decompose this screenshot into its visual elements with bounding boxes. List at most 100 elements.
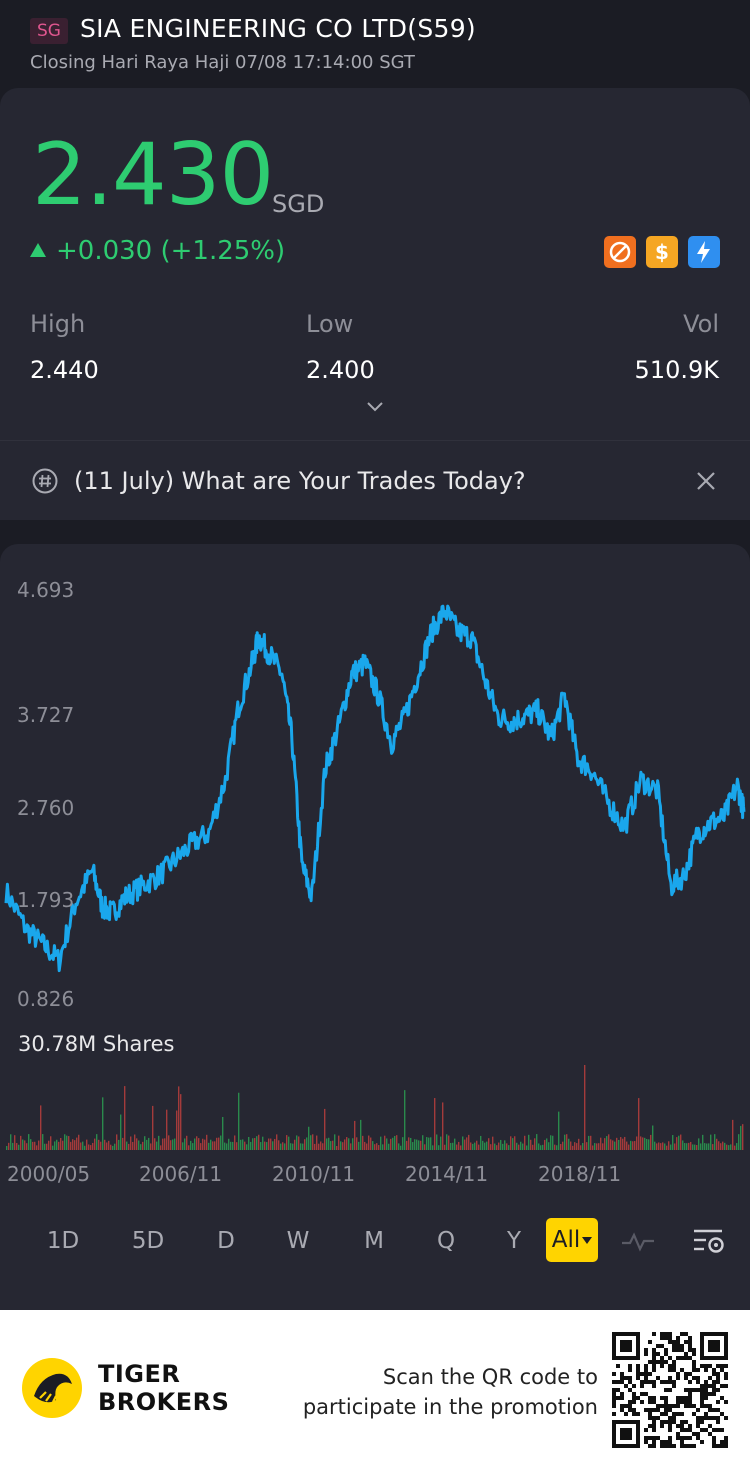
qr-module — [724, 1376, 728, 1380]
qr-module — [708, 1424, 712, 1428]
volume-bar — [354, 1120, 356, 1150]
period-quarter[interactable]: Q — [436, 1228, 456, 1254]
news-bar[interactable]: (11 July) What are Your Trades Today? — [0, 440, 750, 520]
qr-module — [660, 1336, 664, 1340]
volume-bar — [610, 1139, 612, 1150]
low-value: 2.400 — [306, 356, 375, 384]
qr-module — [684, 1340, 688, 1344]
qr-module — [656, 1376, 660, 1380]
qr-module — [700, 1440, 704, 1444]
qr-module — [668, 1388, 672, 1392]
volume-bar — [634, 1141, 636, 1150]
qr-module — [668, 1368, 672, 1372]
volume-bar — [616, 1137, 618, 1150]
flash-icon[interactable] — [688, 236, 720, 268]
volume-bar — [714, 1134, 716, 1150]
qr-module — [676, 1336, 680, 1340]
qr-module — [620, 1376, 624, 1380]
dollar-icon[interactable]: $ — [646, 236, 678, 268]
qr-module — [696, 1368, 700, 1372]
up-arrow-icon — [30, 243, 46, 257]
period-1d[interactable]: 1D — [46, 1228, 80, 1254]
volume-bar — [300, 1143, 302, 1150]
qr-module — [632, 1356, 636, 1360]
volume-bar — [514, 1136, 516, 1150]
qr-module — [684, 1400, 688, 1404]
volume-bar — [226, 1143, 228, 1150]
volume-bar — [698, 1138, 700, 1150]
volume-bar — [428, 1137, 430, 1150]
qr-module — [704, 1392, 708, 1396]
volume-bar — [416, 1139, 418, 1150]
qr-module — [708, 1416, 712, 1420]
qr-module — [704, 1384, 708, 1388]
chart-settings-icon[interactable] — [692, 1226, 728, 1256]
qr-module — [672, 1344, 676, 1348]
qr-module — [712, 1380, 716, 1384]
volume-bar — [600, 1137, 602, 1150]
qr-module — [620, 1380, 624, 1384]
no-short-icon[interactable] — [604, 236, 636, 268]
qr-module — [628, 1420, 632, 1424]
volume-bars[interactable] — [0, 1060, 750, 1152]
volume-bar — [396, 1135, 398, 1150]
qr-module — [648, 1436, 652, 1440]
x-tick-label: 2018/11 — [538, 1162, 622, 1186]
qr-module — [620, 1428, 624, 1432]
qr-module — [720, 1368, 724, 1372]
volume-bar — [44, 1143, 46, 1150]
volume-bar — [716, 1138, 718, 1150]
news-text[interactable]: (11 July) What are Your Trades Today? — [74, 467, 526, 495]
volume-bar — [606, 1136, 608, 1150]
volume-bar — [394, 1135, 396, 1150]
volume-bar — [288, 1136, 290, 1150]
period-week[interactable]: W — [286, 1228, 310, 1254]
qr-module — [612, 1424, 616, 1428]
qr-module — [660, 1404, 664, 1408]
volume-bar — [342, 1142, 344, 1150]
volume-bar — [272, 1141, 274, 1150]
qr-module — [684, 1352, 688, 1356]
qr-module — [612, 1344, 616, 1348]
period-month[interactable]: M — [364, 1228, 384, 1254]
qr-module — [700, 1420, 704, 1424]
qr-module — [652, 1332, 656, 1336]
close-icon[interactable] — [696, 471, 716, 491]
volume-bar — [126, 1141, 128, 1150]
qr-module — [612, 1412, 616, 1416]
volume-bar — [10, 1134, 12, 1150]
volume-bar — [198, 1138, 200, 1150]
volume-bar — [168, 1135, 170, 1150]
indicator-icon[interactable] — [620, 1226, 656, 1256]
qr-module — [624, 1432, 628, 1436]
qr-module — [672, 1420, 676, 1424]
period-day[interactable]: D — [217, 1228, 235, 1254]
qr-module — [700, 1388, 704, 1392]
price-line-chart[interactable] — [0, 580, 750, 1010]
qr-module — [652, 1384, 656, 1388]
qr-module — [720, 1384, 724, 1388]
period-5d[interactable]: 5D — [131, 1228, 165, 1254]
volume-bar — [598, 1143, 600, 1150]
qr-module — [700, 1336, 704, 1340]
qr-module — [664, 1440, 668, 1444]
period-year[interactable]: Y — [506, 1228, 522, 1254]
qr-module — [620, 1436, 624, 1440]
stock-title[interactable]: SIA ENGINEERING CO LTD(S59) — [80, 14, 476, 43]
volume-bar — [638, 1098, 640, 1150]
volume-bar — [98, 1139, 100, 1150]
qr-module — [668, 1424, 672, 1428]
brand-line-1: TIGER — [98, 1360, 181, 1388]
period-all[interactable]: All — [546, 1218, 598, 1262]
qr-module — [612, 1428, 616, 1432]
qr-module — [652, 1352, 656, 1356]
qr-module — [624, 1412, 628, 1416]
qr-module — [628, 1356, 632, 1360]
qr-module — [616, 1388, 620, 1392]
volume-bar — [612, 1140, 614, 1150]
chevron-down-icon[interactable] — [366, 398, 384, 416]
qr-module — [684, 1396, 688, 1400]
qr-module — [692, 1364, 696, 1368]
qr-module — [724, 1436, 728, 1440]
volume-bar — [498, 1142, 500, 1150]
